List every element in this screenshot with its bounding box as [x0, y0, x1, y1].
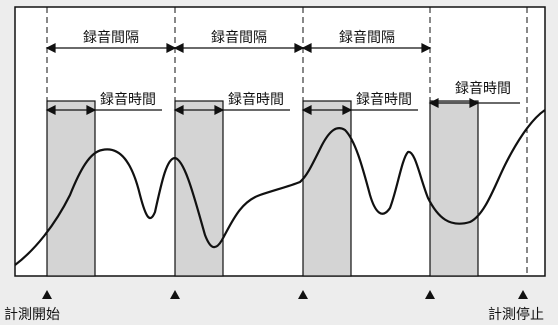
marker-triangle-5 [518, 290, 528, 299]
signal-curve [14, 109, 546, 266]
duration-label-4: 録音時間 [455, 80, 511, 97]
marker-triangle-4 [425, 290, 435, 299]
start-label: 計測開始 [4, 307, 60, 323]
duration-label-2: 録音時間 [228, 91, 284, 108]
recording-block-1 [46, 100, 96, 277]
marker-triangle-1 [42, 290, 52, 299]
marker-triangle-3 [298, 290, 308, 299]
recording-block-3 [302, 100, 352, 277]
stop-label: 計測停止 [488, 306, 544, 323]
recording-block-4 [429, 100, 479, 277]
interval-label-1: 録音間隔 [83, 29, 139, 46]
interval-arrows [45, 43, 432, 53]
interval-label-2: 録音間隔 [211, 29, 267, 46]
recording-block-2 [174, 100, 224, 277]
duration-label-1: 録音時間 [100, 91, 156, 108]
interval-label-3: 録音間隔 [339, 29, 395, 46]
duration-arrows [45, 98, 520, 115]
marker-triangle-2 [170, 290, 180, 299]
duration-label-3: 録音時間 [356, 91, 412, 108]
